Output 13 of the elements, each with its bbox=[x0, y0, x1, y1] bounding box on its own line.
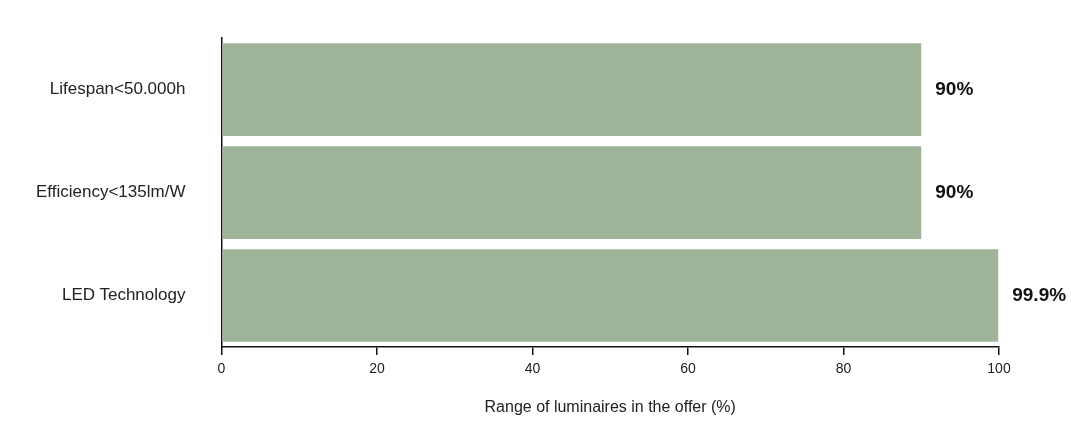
x-axis-title: Range of luminaires in the offer (%) bbox=[484, 397, 736, 415]
data-label: 90% bbox=[935, 180, 974, 202]
y-tick-label: Efficiency<135lm/W bbox=[35, 182, 186, 202]
x-tick-label: 0 bbox=[217, 360, 226, 377]
y-tick-label: LED Technology bbox=[61, 285, 186, 305]
x-tick-label: 40 bbox=[524, 360, 541, 377]
x-tick-label: 80 bbox=[835, 360, 852, 377]
data-label: 99.9% bbox=[1012, 283, 1067, 305]
x-tick-label: 60 bbox=[680, 360, 696, 377]
x-tick-label: 100 bbox=[987, 360, 1011, 377]
data-label: 90% bbox=[935, 77, 974, 99]
y-tick-label: Lifespan<50.000h bbox=[49, 79, 186, 99]
x-tick-label: 20 bbox=[369, 360, 385, 377]
